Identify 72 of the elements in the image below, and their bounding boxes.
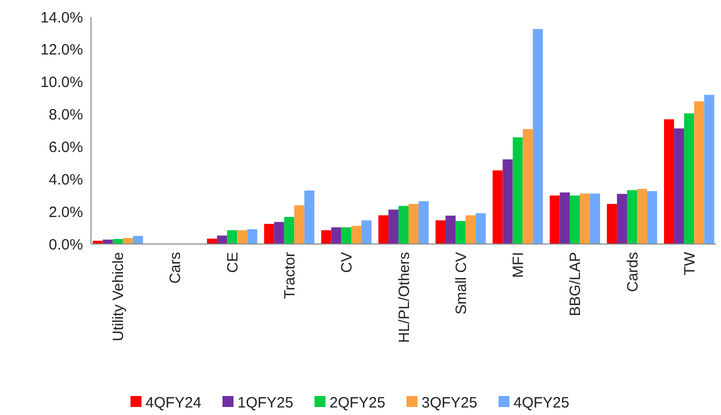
bar [247,229,258,244]
x-tick-label: TW [681,251,698,276]
bar [532,29,543,244]
bar [502,159,513,244]
bar [206,238,218,244]
bar [361,220,372,244]
x-tick-label: MFI [510,252,528,278]
bar [606,204,617,244]
bar [684,113,694,244]
bar [304,190,314,244]
bar [570,196,580,244]
bar [237,230,248,244]
legend-label: 4QFY25 [514,394,570,412]
bar [122,238,133,244]
y-tick-label: 12.0% [40,42,83,59]
bar [637,188,648,244]
legend-label: 3QFY25 [422,394,478,412]
bar [522,129,533,244]
x-tick-label: BBG/LAP [567,252,584,316]
bar [227,230,238,244]
bar [674,128,684,244]
bar [616,194,627,244]
bar [418,201,429,244]
y-tick-label: 0.0% [48,236,83,254]
bar [264,224,274,244]
x-tick-label: HL/PL/Others [396,252,413,343]
bar [217,236,228,244]
bar [590,194,600,244]
bar [664,119,674,244]
y-tick-label: 14.0% [40,9,83,26]
legend-label: 1QFY25 [238,394,294,412]
legend-label: 2QFY25 [330,394,386,412]
bar [704,94,714,244]
bar [351,226,362,244]
bar [398,206,409,244]
x-tick-label: Tractor [281,252,298,299]
y-tick-label: 4.0% [48,171,83,188]
bar [321,230,332,244]
bar [466,215,476,244]
bar [378,215,388,244]
y-tick-label: 6.0% [48,138,83,156]
bar [341,227,352,244]
x-tick-label: Cars [167,252,184,284]
legend-label: 4QFY24 [146,394,202,412]
y-tick-label: 2.0% [48,204,83,221]
y-tick-label: 10.0% [40,74,83,92]
bar [408,204,419,244]
bar [626,190,638,244]
bar [331,227,342,244]
bar [284,216,294,244]
bar [456,220,466,244]
bar [512,137,523,244]
bar [388,210,398,244]
bar [476,213,486,244]
x-tick-label: Cards [624,252,642,292]
x-tick-label: CE [224,252,242,273]
bar [694,101,704,244]
bar [294,205,304,244]
x-tick-label: Utility Vehicle [110,252,128,342]
bar [102,240,113,244]
y-tick-label: 8.0% [48,106,83,124]
bar [550,196,560,244]
bar [446,216,456,244]
bar [492,170,503,244]
bar [435,220,446,244]
bar [274,222,284,244]
x-tick-label: Small CV [452,252,470,315]
bar [560,192,570,244]
x-tick-label: CV [338,252,356,273]
bar [647,191,658,244]
bar [580,194,590,244]
bar [132,236,143,244]
